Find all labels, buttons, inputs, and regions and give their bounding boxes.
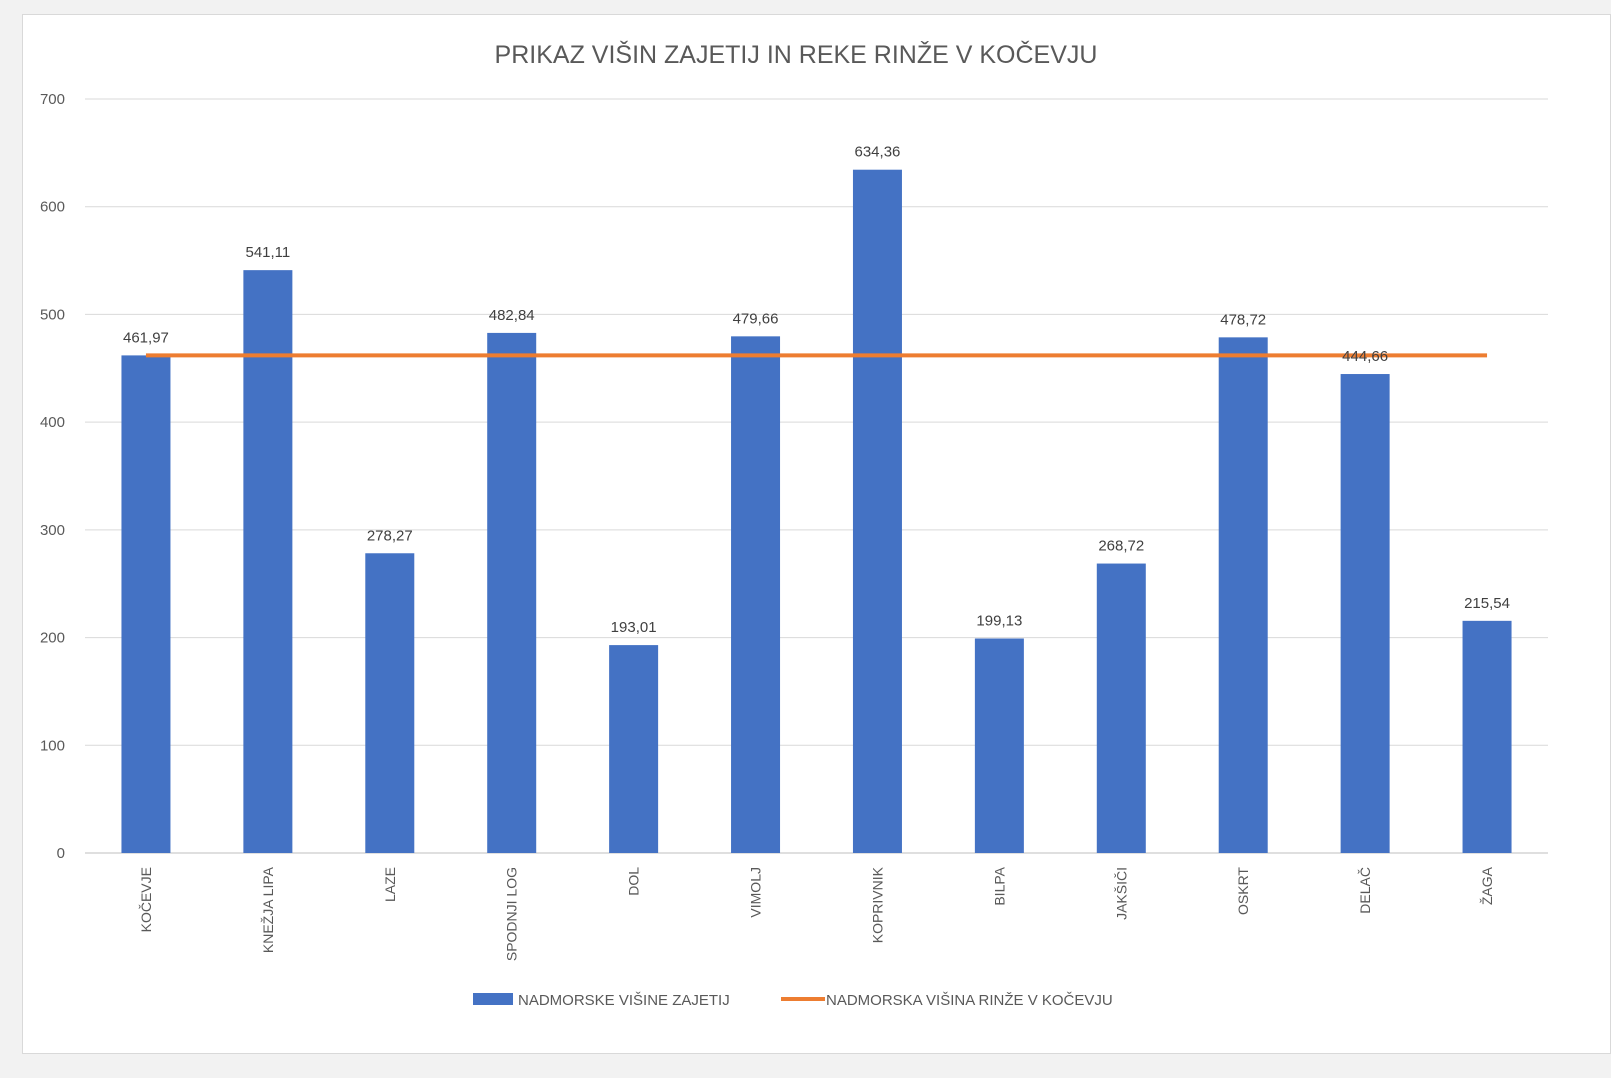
category-label: KOČEVJE: [138, 867, 154, 932]
chart-frame: PRIKAZ VIŠIN ZAJETIJ IN REKE RINŽE V KOČ…: [22, 14, 1611, 1054]
bar: [1340, 374, 1390, 853]
bar: [365, 553, 415, 853]
y-tick-label: 500: [40, 306, 65, 323]
category-label: JAKŠIČI: [1113, 867, 1129, 920]
bar: [121, 355, 171, 853]
bar: [974, 638, 1024, 853]
y-tick-label: 0: [57, 845, 65, 862]
data-label: 461,97: [123, 329, 169, 346]
data-labels: 461,97 541,11 278,27 482,84 193,01 479,66 634,…: [123, 144, 1510, 636]
gridlines: [85, 98, 1548, 854]
legend: NADMORSKE VIŠINE ZAJETIJ NADMORSKA VIŠIN…: [473, 992, 1113, 1009]
data-label: 444,66: [1342, 348, 1388, 365]
x-axis-categories: KOČEVJE KNEŽJA LIPA LAZE SPODNJI LOG DOL VIMO…: [138, 866, 1495, 961]
category-label: KOPRIVNIK: [869, 866, 885, 943]
y-tick-label: 400: [40, 414, 65, 431]
legend-label-line: NADMORSKA VIŠINA RINŽE V KOČEVJU: [826, 992, 1113, 1009]
bar: [852, 169, 902, 853]
data-label: 479,66: [733, 310, 779, 327]
data-label: 482,84: [489, 307, 535, 324]
bar-series: [121, 169, 1512, 853]
y-tick-label: 700: [40, 91, 65, 108]
data-label: 278,27: [367, 527, 413, 544]
data-label: 478,72: [1220, 311, 1266, 328]
y-tick-label: 600: [40, 199, 65, 216]
chart-title: PRIKAZ VIŠIN ZAJETIJ IN REKE RINŽE V KOČ…: [495, 40, 1098, 69]
data-label: 199,13: [976, 613, 1022, 630]
category-label: LAZE: [382, 867, 398, 902]
bar: [1462, 620, 1512, 853]
category-label: KNEŽJA LIPA: [260, 866, 276, 953]
bar: [487, 332, 537, 853]
data-label: 634,36: [855, 144, 901, 161]
bar: [731, 336, 781, 853]
bar: [1218, 337, 1268, 853]
category-label: DOL: [626, 867, 642, 896]
category-label: VIMOLJ: [748, 867, 764, 918]
bar: [1096, 563, 1146, 853]
y-axis-ticks: 0 100 200 300 400 500 600 700: [40, 91, 65, 862]
data-label: 193,01: [611, 619, 657, 636]
data-label: 268,72: [1098, 538, 1144, 555]
bar: [243, 270, 293, 853]
y-tick-label: 300: [40, 522, 65, 539]
data-label: 215,54: [1464, 595, 1510, 612]
y-tick-label: 100: [40, 737, 65, 754]
data-label: 541,11: [245, 244, 290, 261]
bar: [609, 645, 659, 853]
category-label: BILPA: [991, 866, 1007, 905]
category-label: OSKRT: [1235, 867, 1251, 915]
y-tick-label: 200: [40, 630, 65, 647]
category-label: DELAČ: [1357, 867, 1373, 914]
legend-swatch-bars: [473, 993, 513, 1005]
category-label: ŽAGA: [1479, 866, 1495, 905]
category-label: SPODNJI LOG: [504, 867, 520, 961]
legend-label-bars: NADMORSKE VIŠINE ZAJETIJ: [518, 992, 730, 1009]
chart: PRIKAZ VIŠIN ZAJETIJ IN REKE RINŽE V KOČ…: [40, 40, 1548, 1009]
